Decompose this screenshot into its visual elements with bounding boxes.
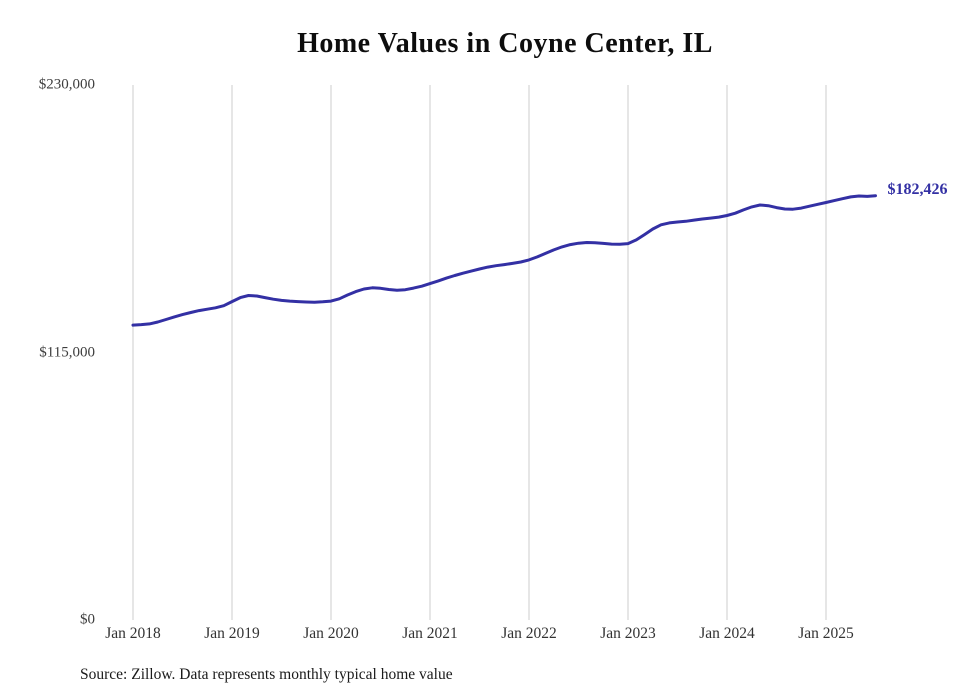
- x-tick-label: Jan 2021: [402, 625, 458, 642]
- source-note: Source: Zillow. Data represents monthly …: [80, 666, 453, 683]
- y-tick-label: $230,000: [38, 76, 95, 93]
- y-tick-label: $115,000: [39, 344, 95, 360]
- x-tick-label: Jan 2020: [303, 625, 359, 642]
- x-tick-label: Jan 2023: [600, 625, 656, 642]
- x-tick-label: Jan 2025: [798, 625, 854, 642]
- current-value-label: $182,426: [887, 180, 948, 198]
- x-tick-label: Jan 2022: [501, 625, 557, 642]
- x-tick-label: Jan 2018: [105, 625, 161, 642]
- y-tick-label: $0: [80, 611, 95, 628]
- home-value-line: [131, 194, 877, 327]
- chart-title: Home Values in Coyne Center, IL: [297, 28, 713, 59]
- x-tick-label: Jan 2019: [204, 625, 260, 642]
- x-tick-label: Jan 2024: [699, 625, 755, 642]
